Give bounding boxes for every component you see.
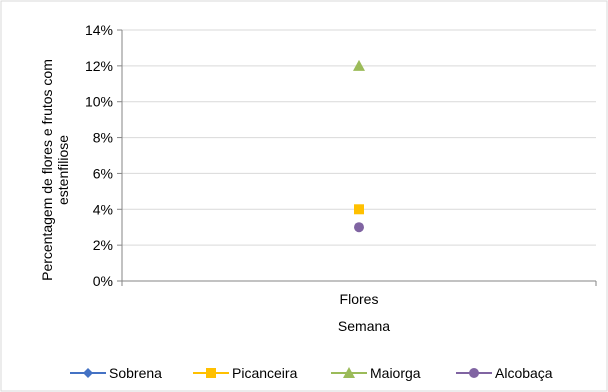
data-point: [354, 204, 364, 215]
y-tick-labels: 0% 2% 4% 6% 8% 10% 12% 14%: [85, 22, 113, 289]
y-tick-label: 10%: [85, 94, 113, 110]
data-point: [354, 222, 364, 233]
legend-label: Alcobaça: [495, 365, 553, 381]
x-tick-label: Flores: [340, 291, 379, 307]
y-axis-title: Percentagem de flores e frutos com esten…: [39, 59, 71, 281]
y-tick-label: 8%: [93, 130, 113, 146]
y-tick-label: 4%: [93, 201, 113, 217]
y-tick-label: 14%: [85, 22, 113, 38]
y-tick-label: 12%: [85, 58, 113, 74]
x-tick-labels: Flores: [340, 291, 379, 307]
x-axis-title: Semana: [338, 318, 390, 334]
legend-marker: [469, 368, 479, 378]
axes: [117, 29, 597, 286]
legend-marker: [343, 367, 355, 378]
legend-label: Picanceira: [232, 365, 298, 381]
legend-marker: [206, 368, 216, 378]
y-tick-label: 6%: [93, 165, 113, 181]
data-point: [353, 59, 365, 71]
y-axis-title-line-1: Percentagem de flores e frutos com: [39, 59, 55, 281]
legend-marker: [83, 368, 93, 378]
y-axis-title-line-2: estenfiliose: [55, 135, 71, 205]
legend-label: Maiorga: [370, 365, 421, 381]
y-tick-label: 0%: [93, 273, 113, 289]
legend-label: Sobrena: [109, 365, 162, 381]
legend: Sobrena Picanceira Maiorga Alcobaça: [70, 365, 553, 381]
data-markers: [353, 59, 365, 233]
y-tick-label: 2%: [93, 237, 113, 253]
